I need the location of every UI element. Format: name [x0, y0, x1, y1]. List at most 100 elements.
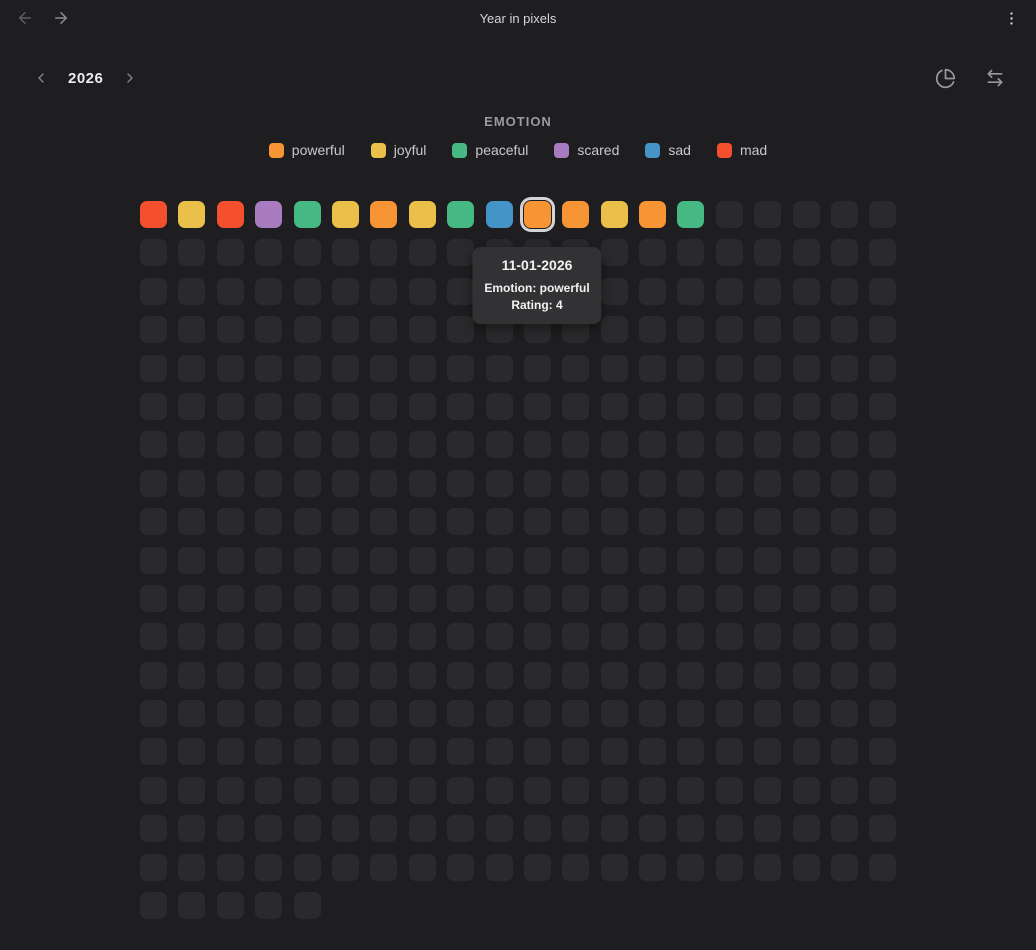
- day-cell[interactable]: [370, 738, 398, 766]
- day-cell[interactable]: [255, 853, 283, 881]
- day-cell[interactable]: [216, 508, 244, 536]
- day-cell[interactable]: [140, 392, 167, 420]
- kebab-menu-icon[interactable]: [998, 5, 1024, 31]
- day-cell[interactable]: [370, 277, 398, 305]
- day-cell[interactable]: [370, 239, 398, 267]
- day-cell[interactable]: [447, 239, 475, 267]
- day-cell[interactable]: [485, 392, 513, 420]
- day-cell[interactable]: [447, 354, 475, 382]
- day-cell[interactable]: [600, 431, 628, 459]
- day-cell[interactable]: [523, 201, 551, 228]
- day-cell[interactable]: [831, 239, 859, 267]
- day-cell[interactable]: [331, 316, 359, 344]
- day-cell[interactable]: [293, 738, 321, 766]
- day-cell[interactable]: [792, 201, 820, 228]
- day-cell[interactable]: [485, 201, 513, 228]
- day-cell[interactable]: [485, 546, 513, 574]
- day-cell[interactable]: [216, 431, 244, 459]
- day-cell[interactable]: [408, 239, 436, 267]
- day-cell[interactable]: [754, 853, 782, 881]
- day-cell[interactable]: [869, 661, 897, 689]
- day-cell[interactable]: [447, 392, 475, 420]
- day-cell[interactable]: [677, 239, 705, 267]
- day-cell[interactable]: [255, 546, 283, 574]
- day-cell[interactable]: [831, 508, 859, 536]
- day-cell[interactable]: [639, 700, 667, 728]
- day-cell[interactable]: [639, 354, 667, 382]
- day-cell[interactable]: [485, 661, 513, 689]
- day-cell[interactable]: [600, 700, 628, 728]
- day-cell[interactable]: [485, 469, 513, 497]
- day-cell[interactable]: [831, 584, 859, 612]
- day-cell[interactable]: [600, 776, 628, 804]
- day-cell[interactable]: [754, 316, 782, 344]
- day-cell[interactable]: [293, 584, 321, 612]
- day-cell[interactable]: [331, 354, 359, 382]
- day-cell[interactable]: [715, 623, 743, 651]
- day-cell[interactable]: [140, 201, 167, 228]
- day-cell[interactable]: [255, 354, 283, 382]
- day-cell[interactable]: [869, 277, 897, 305]
- day-cell[interactable]: [869, 201, 897, 228]
- day-cell[interactable]: [869, 508, 897, 536]
- day-cell[interactable]: [485, 508, 513, 536]
- day-cell[interactable]: [331, 469, 359, 497]
- day-cell[interactable]: [831, 623, 859, 651]
- day-cell[interactable]: [754, 239, 782, 267]
- day-cell[interactable]: [792, 584, 820, 612]
- day-cell[interactable]: [370, 623, 398, 651]
- day-cell[interactable]: [562, 738, 590, 766]
- day-cell[interactable]: [677, 738, 705, 766]
- day-cell[interactable]: [370, 316, 398, 344]
- day-cell[interactable]: [293, 892, 321, 920]
- day-cell[interactable]: [600, 469, 628, 497]
- day-cell[interactable]: [792, 623, 820, 651]
- day-cell[interactable]: [255, 661, 283, 689]
- day-cell[interactable]: [216, 700, 244, 728]
- day-cell[interactable]: [178, 354, 206, 382]
- day-cell[interactable]: [331, 815, 359, 843]
- day-cell[interactable]: [677, 623, 705, 651]
- day-cell[interactable]: [677, 661, 705, 689]
- day-cell[interactable]: [447, 738, 475, 766]
- day-cell[interactable]: [754, 546, 782, 574]
- day-cell[interactable]: [754, 469, 782, 497]
- day-cell[interactable]: [293, 316, 321, 344]
- day-cell[interactable]: [562, 392, 590, 420]
- back-arrow-icon[interactable]: [12, 5, 38, 31]
- day-cell[interactable]: [331, 700, 359, 728]
- day-cell[interactable]: [869, 546, 897, 574]
- day-cell[interactable]: [370, 469, 398, 497]
- day-cell[interactable]: [523, 584, 551, 612]
- day-cell[interactable]: [715, 392, 743, 420]
- day-cell[interactable]: [370, 508, 398, 536]
- day-cell[interactable]: [485, 853, 513, 881]
- day-cell[interactable]: [600, 316, 628, 344]
- day-cell[interactable]: [331, 239, 359, 267]
- day-cell[interactable]: [293, 546, 321, 574]
- day-cell[interactable]: [869, 392, 897, 420]
- day-cell[interactable]: [600, 815, 628, 843]
- day-cell[interactable]: [562, 508, 590, 536]
- day-cell[interactable]: [216, 776, 244, 804]
- day-cell[interactable]: [869, 316, 897, 344]
- day-cell[interactable]: [523, 738, 551, 766]
- day-cell[interactable]: [831, 469, 859, 497]
- day-cell[interactable]: [255, 700, 283, 728]
- day-cell[interactable]: [178, 508, 206, 536]
- day-cell[interactable]: [831, 776, 859, 804]
- day-cell[interactable]: [715, 201, 743, 228]
- day-cell[interactable]: [523, 700, 551, 728]
- day-cell[interactable]: [562, 546, 590, 574]
- day-cell[interactable]: [831, 277, 859, 305]
- day-cell[interactable]: [639, 316, 667, 344]
- day-cell[interactable]: [639, 431, 667, 459]
- day-cell[interactable]: [178, 239, 206, 267]
- day-cell[interactable]: [831, 661, 859, 689]
- day-cell[interactable]: [408, 469, 436, 497]
- day-cell[interactable]: [754, 623, 782, 651]
- day-cell[interactable]: [523, 354, 551, 382]
- day-cell[interactable]: [370, 776, 398, 804]
- day-cell[interactable]: [293, 201, 321, 228]
- day-cell[interactable]: [562, 469, 590, 497]
